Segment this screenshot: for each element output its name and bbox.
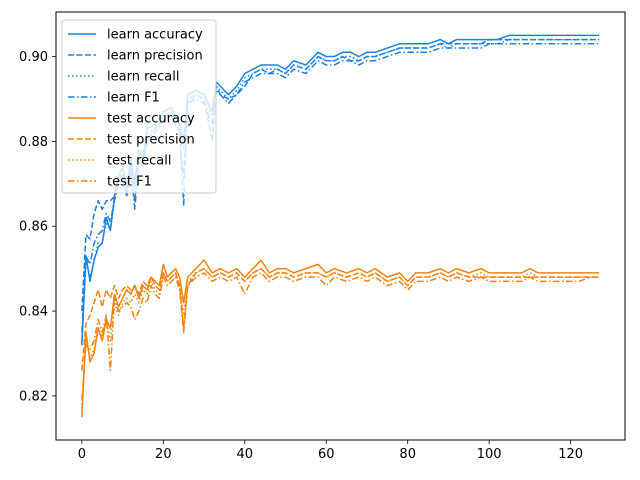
y-tick-label: 0.86 xyxy=(19,220,48,235)
x-tick-label: 20 xyxy=(155,447,172,462)
y-tick-label: 0.90 xyxy=(19,50,48,65)
y-tick-label: 0.88 xyxy=(19,135,48,150)
x-tick-label: 40 xyxy=(237,447,254,462)
legend-label-0: learn accuracy xyxy=(107,28,203,43)
y-tick-label: 0.82 xyxy=(19,389,48,404)
legend-label-2: learn recall xyxy=(107,70,179,85)
legend-label-3: learn F1 xyxy=(107,91,160,106)
legend-label-7: test F1 xyxy=(107,175,152,190)
series-line-4 xyxy=(81,259,600,418)
x-tick-label: 80 xyxy=(399,447,416,462)
series-line-7 xyxy=(81,272,600,401)
legend: learn accuracy learn precision learn recal… xyxy=(61,19,217,194)
x-tick-label: 60 xyxy=(318,447,335,462)
x-tick-label: 120 xyxy=(558,447,583,462)
legend-box xyxy=(61,19,217,194)
x-tick-label: 0 xyxy=(78,447,86,462)
legend-label-4: test accuracy xyxy=(107,112,195,127)
legend-label-5: test precision xyxy=(107,133,195,148)
x-axis: 0 20 40 60 80 100 120 xyxy=(78,440,583,462)
x-tick-label: 100 xyxy=(477,447,502,462)
y-tick-label: 0.84 xyxy=(19,305,48,320)
series-line-6 xyxy=(81,267,600,409)
legend-label-6: test recall xyxy=(107,154,172,169)
y-axis: 0.82 0.84 0.86 0.88 0.90 xyxy=(19,50,56,404)
legend-label-1: learn precision xyxy=(107,49,203,64)
series-line-5 xyxy=(81,267,600,371)
